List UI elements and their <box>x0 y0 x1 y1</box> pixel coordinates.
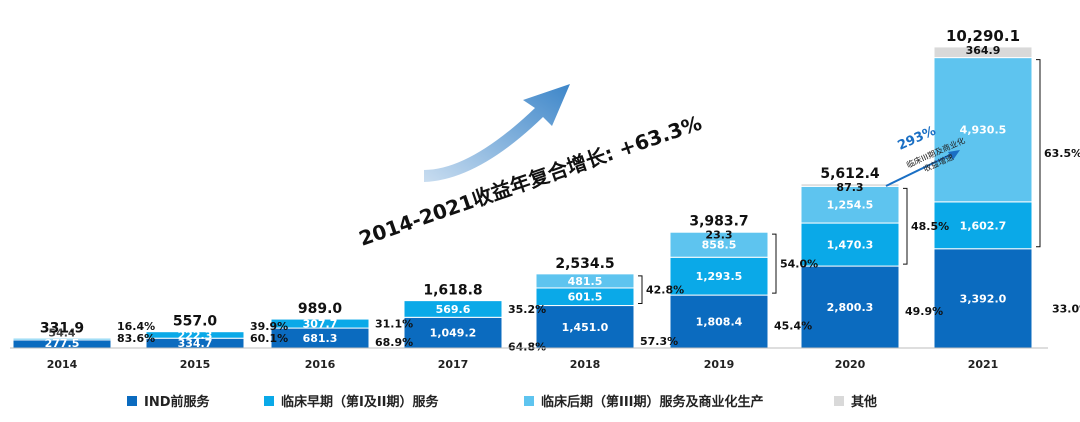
total-label-2018: 2,534.5 <box>555 256 614 272</box>
later-share-2019: 54.0% <box>780 258 818 271</box>
legend-swatch-s2 <box>524 396 534 406</box>
bar-segment-2015-s1 <box>145 331 245 339</box>
ind-share-2015: 60.1% <box>250 332 288 345</box>
legend-swatch-s3 <box>834 396 844 406</box>
segment-label-2016-s0: 681.3 <box>303 332 338 345</box>
total-label-2014: 331.9 <box>40 320 84 336</box>
bar-segment-2018-s2 <box>535 273 635 289</box>
share-bracket-2021 <box>1036 59 1041 248</box>
category-label-2014: 2014 <box>47 358 78 371</box>
legend-label-s0: IND前服务 <box>144 394 211 410</box>
growth-arrow-icon <box>424 84 570 182</box>
legend: IND前服务 临床早期（第I及II期）服务 临床后期（第III期）服务及商业化生产 其… <box>127 394 877 410</box>
ind-share-2020: 49.9% <box>905 305 943 318</box>
total-label-2017: 1,618.8 <box>423 283 482 299</box>
legend-label-s3: 其他 <box>851 394 877 410</box>
ind-share-2014: 83.6% <box>117 332 155 345</box>
segment-label-2021-s3: 364.9 <box>966 44 1001 57</box>
share-bracket-2019 <box>772 233 777 294</box>
segment-label-2019-s1: 1,293.5 <box>696 270 743 283</box>
segment-label-2015-s1: 222.3 <box>178 329 213 342</box>
segment-label-2019-s3: 23.3 <box>705 228 732 241</box>
total-label-2015: 557.0 <box>173 314 218 330</box>
legend-swatch-s0 <box>127 396 137 406</box>
share-bracket-2018 <box>638 275 643 305</box>
ind-share-2017: 64.8% <box>508 341 546 354</box>
later-share-2017: 35.2% <box>508 303 546 316</box>
segment-label-2019-s0: 1,808.4 <box>696 316 743 329</box>
bar-segment-2020-s1 <box>800 222 900 267</box>
segment-label-2019-s2: 858.5 <box>702 239 737 252</box>
later-share-2020: 48.5% <box>911 220 949 233</box>
category-label-2020: 2020 <box>835 358 866 371</box>
bar-segment-2021-s1 <box>933 201 1033 250</box>
ind-share-2019: 45.4% <box>774 320 812 333</box>
segment-label-2017-s1: 569.6 <box>436 303 471 316</box>
bar-segment-2020-s3 <box>800 183 900 187</box>
bar-segment-2016-s1 <box>270 318 370 329</box>
bar-segment-2020-s2 <box>800 185 900 224</box>
category-label-2016: 2016 <box>305 358 336 371</box>
bar-segment-2019-s2 <box>669 231 769 258</box>
bar-segment-2019-s3 <box>669 230 769 233</box>
segment-label-2015-s0: 334.7 <box>178 337 213 350</box>
legend-label-s1: 临床早期（第I及II期）服务 <box>281 394 440 410</box>
bar-segment-2020-s0 <box>800 265 900 349</box>
segment-label-2021-s1: 1,602.7 <box>960 219 1007 232</box>
category-label-2015: 2015 <box>180 358 211 371</box>
segment-label-2020-s3: 87.3 <box>836 181 863 194</box>
segment-label-2018-s2: 481.5 <box>568 275 603 288</box>
bar-segment-2017-s0 <box>403 316 503 349</box>
segment-label-2016-s1: 307.7 <box>303 318 338 331</box>
segment-label-2020-s1: 1,470.3 <box>827 239 874 252</box>
bar-segment-2021-s3 <box>933 46 1033 59</box>
segment-label-2021-s2: 4,930.5 <box>960 124 1007 137</box>
category-label-2021: 2021 <box>968 358 999 371</box>
bar-segment-2021-s2 <box>933 57 1033 203</box>
legend-label-s2: 临床后期（第III期）服务及商业化生产 <box>541 394 764 410</box>
later-share-2016: 31.1% <box>375 318 413 331</box>
later-share-2018: 42.8% <box>646 284 684 297</box>
ind-share-2016: 68.9% <box>375 336 413 349</box>
total-label-2016: 989.0 <box>298 301 343 317</box>
annotation-arrowhead-icon <box>948 150 960 160</box>
segment-label-2014-s1: 54.4 <box>48 326 75 339</box>
bar-segment-2018-s0 <box>535 305 635 349</box>
category-label-2018: 2018 <box>570 358 601 371</box>
share-bracket-2020 <box>903 187 908 265</box>
total-label-2020: 5,612.4 <box>820 166 880 182</box>
segment-label-2014-s0: 277.5 <box>45 337 80 350</box>
total-label-2021: 10,290.1 <box>946 27 1020 45</box>
category-label-2017: 2017 <box>438 358 469 371</box>
segment-label-2020-s2: 1,254.5 <box>827 199 874 212</box>
segment-label-2018-s1: 601.5 <box>568 291 603 304</box>
bar-segment-2017-s1 <box>403 300 503 318</box>
legend-swatch-s1 <box>264 396 274 406</box>
later-share-2021: 63.5% <box>1044 147 1080 160</box>
later-share-2014: 16.4% <box>117 320 155 333</box>
total-label-2019: 3,983.7 <box>689 213 748 229</box>
cagr-label: 2014-2021收益年复合增长: +63.3% <box>356 111 705 251</box>
segment-label-2020-s0: 2,800.3 <box>827 301 874 314</box>
bar-segment-2014-s1 <box>12 337 112 341</box>
later-share-2015: 39.9% <box>250 320 288 333</box>
category-label-2019: 2019 <box>704 358 735 371</box>
ind-share-2021: 33.0% <box>1052 302 1080 315</box>
segment-label-2018-s0: 1,451.0 <box>562 321 609 334</box>
bar-segment-2021-s0 <box>933 248 1033 349</box>
segment-label-2017-s0: 1,049.2 <box>430 327 477 340</box>
segment-label-2021-s0: 3,392.0 <box>960 292 1007 305</box>
ind-share-2018: 57.3% <box>640 335 678 348</box>
